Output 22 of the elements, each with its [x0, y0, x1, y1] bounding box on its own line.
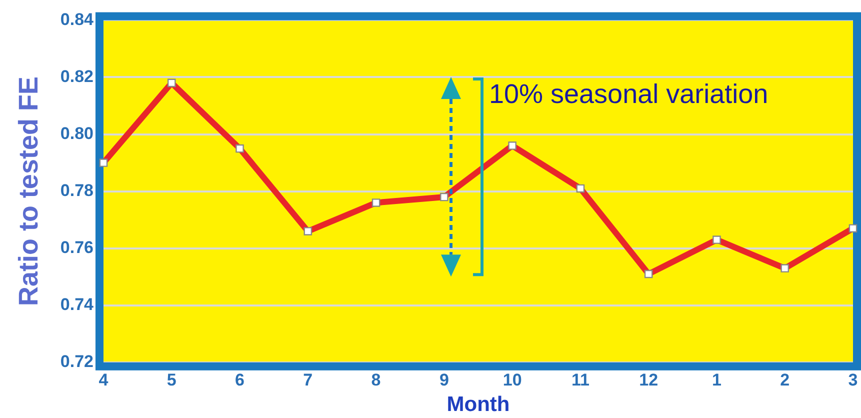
- x-tick-label: 6: [235, 370, 244, 390]
- x-tick-label: 12: [639, 370, 658, 390]
- x-axis-title: Month: [446, 393, 510, 416]
- x-tick-label: 11: [571, 370, 590, 390]
- x-tick-label: 8: [371, 370, 381, 390]
- y-tick-label: 0.72: [60, 352, 94, 372]
- x-tick-label: 9: [439, 370, 449, 390]
- x-tick-label: 10: [502, 370, 522, 390]
- x-tick-label: 4: [98, 370, 109, 390]
- y-tick-label: 0.82: [60, 66, 94, 86]
- x-tick-label: 3: [848, 370, 858, 390]
- y-tick-label: 0.78: [60, 180, 94, 200]
- annotation: 10% seasonal variation: [488, 79, 768, 110]
- y-tick-label: 0.84: [60, 10, 94, 29]
- x-tick-label: 1: [712, 370, 722, 390]
- y-tick-label: 0.80: [60, 124, 94, 143]
- x-tick-label: 7: [303, 370, 313, 390]
- y-tick-label: 0.74: [60, 295, 94, 314]
- x-tick-label: 2: [780, 370, 790, 390]
- y-tick-label: 0.76: [60, 238, 94, 258]
- y-axis-title: Ratio to tested FE: [14, 76, 44, 306]
- x-tick-label: 5: [166, 370, 176, 390]
